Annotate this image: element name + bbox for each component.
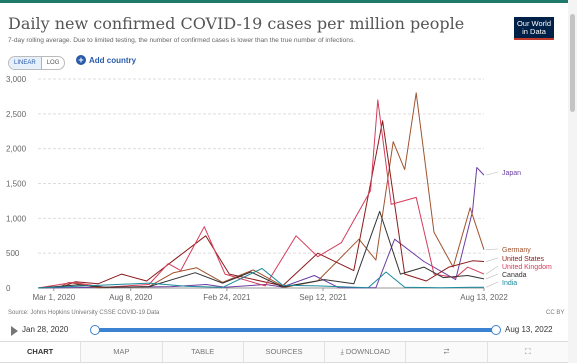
tab-sources[interactable]: SOURCES [244, 342, 326, 362]
logo-line-1: Our World [516, 19, 552, 28]
tab-table[interactable]: TABLE [163, 342, 244, 362]
timeline-start-label: Jan 28, 2020 [22, 325, 69, 334]
x-tick-label: Feb 24, 2021 [203, 293, 251, 302]
fullscreen-icon: ⛶ [525, 347, 531, 356]
download-icon: ⤓ [340, 347, 344, 356]
tab-chart-label: CHART [27, 347, 54, 356]
chart-subtitle: 7-day rolling average. Due to limited te… [8, 37, 356, 44]
y-tick-label: 1,000 [6, 214, 27, 223]
license-text[interactable]: CC BY [546, 310, 565, 316]
add-country-label: Add country [89, 55, 137, 65]
series-label[interactable]: Germany [502, 247, 531, 254]
series-label[interactable]: Canada [502, 272, 527, 279]
tab-chart[interactable]: CHART [0, 342, 82, 362]
series-label[interactable]: India [502, 280, 517, 287]
series-label-connector [485, 273, 499, 280]
log-scale-button[interactable]: LOG [46, 60, 60, 66]
tab-download-label: DOWNLOAD [345, 347, 391, 356]
chart-title: Daily new confirmed COVID-19 cases per m… [8, 14, 465, 33]
x-tick-label: Mar 1, 2020 [33, 293, 76, 302]
series-label[interactable]: Japan [502, 170, 521, 177]
series-label-connector [485, 265, 499, 275]
linear-scale-button[interactable]: LINEAR [9, 57, 42, 69]
tab-table-label: TABLE [191, 347, 215, 356]
y-tick-label: 2,000 [6, 145, 27, 154]
series-label[interactable]: United States [502, 256, 545, 263]
share-icon: ⮂ [443, 347, 450, 356]
x-tick-label: Aug 13, 2022 [460, 293, 508, 302]
x-tick-label: Aug 8, 2020 [109, 293, 153, 302]
timeline-end-handle[interactable] [491, 325, 501, 335]
timeline-end-label: Aug 13, 2022 [505, 325, 553, 334]
series-line-united-kingdom[interactable] [37, 99, 485, 289]
y-tick-label: 3,000 [6, 75, 27, 84]
scale-toggle[interactable]: LINEAR LOG [8, 56, 66, 70]
series-line-germany[interactable] [37, 92, 485, 289]
series-label-connector [485, 248, 499, 250]
y-tick-label: 500 [6, 249, 20, 258]
y-tick-label: 2,500 [6, 110, 27, 119]
x-tick-label: Sep 12, 2021 [299, 293, 347, 302]
line-chart: 3,000 2,500 2,000 1,500 1,000 500 0 Mar 1, 2020… [6, 75, 552, 302]
tab-fullscreen[interactable]: ⛶ [488, 342, 568, 362]
tab-download[interactable]: ⤓ DOWNLOAD [325, 342, 407, 362]
series-line-canada[interactable] [37, 210, 485, 289]
tab-sources-label: SOURCES [265, 347, 303, 356]
series-label-connector [485, 281, 499, 288]
tab-map[interactable]: MAP [81, 342, 163, 362]
tab-map-label: MAP [113, 347, 130, 356]
tab-share[interactable]: ⮂ [406, 342, 488, 362]
play-icon[interactable] [11, 326, 18, 336]
series-label[interactable]: United Kingdom [502, 264, 552, 271]
series-line-india[interactable] [37, 268, 485, 289]
owid-logo[interactable]: Our World in Data [514, 17, 554, 40]
series-label-connector [485, 171, 499, 176]
series-line-united-states[interactable] [37, 120, 485, 289]
y-tick-label: 1,500 [6, 180, 27, 189]
scrollbar-track[interactable] [568, 0, 577, 363]
add-country-button[interactable]: + Add country [76, 55, 136, 65]
source-text[interactable]: Source: Johns Hopkins University CSSE CO… [8, 310, 160, 316]
plus-icon: + [76, 55, 86, 65]
y-tick-label: 0 [6, 284, 11, 293]
tab-bar: CHART MAP TABLE SOURCES ⤓ DOWNLOAD ⮂ ⛶ [0, 341, 568, 363]
timeline-track[interactable] [94, 328, 495, 332]
timeline: Jan 28, 2020 Aug 13, 2022 [8, 322, 556, 338]
timeline-start-handle[interactable] [90, 325, 100, 335]
scrollbar-thumb[interactable] [570, 14, 575, 112]
series-line-japan[interactable] [37, 167, 485, 289]
series-label-connector [485, 257, 499, 262]
logo-line-2: in Data [522, 27, 546, 36]
